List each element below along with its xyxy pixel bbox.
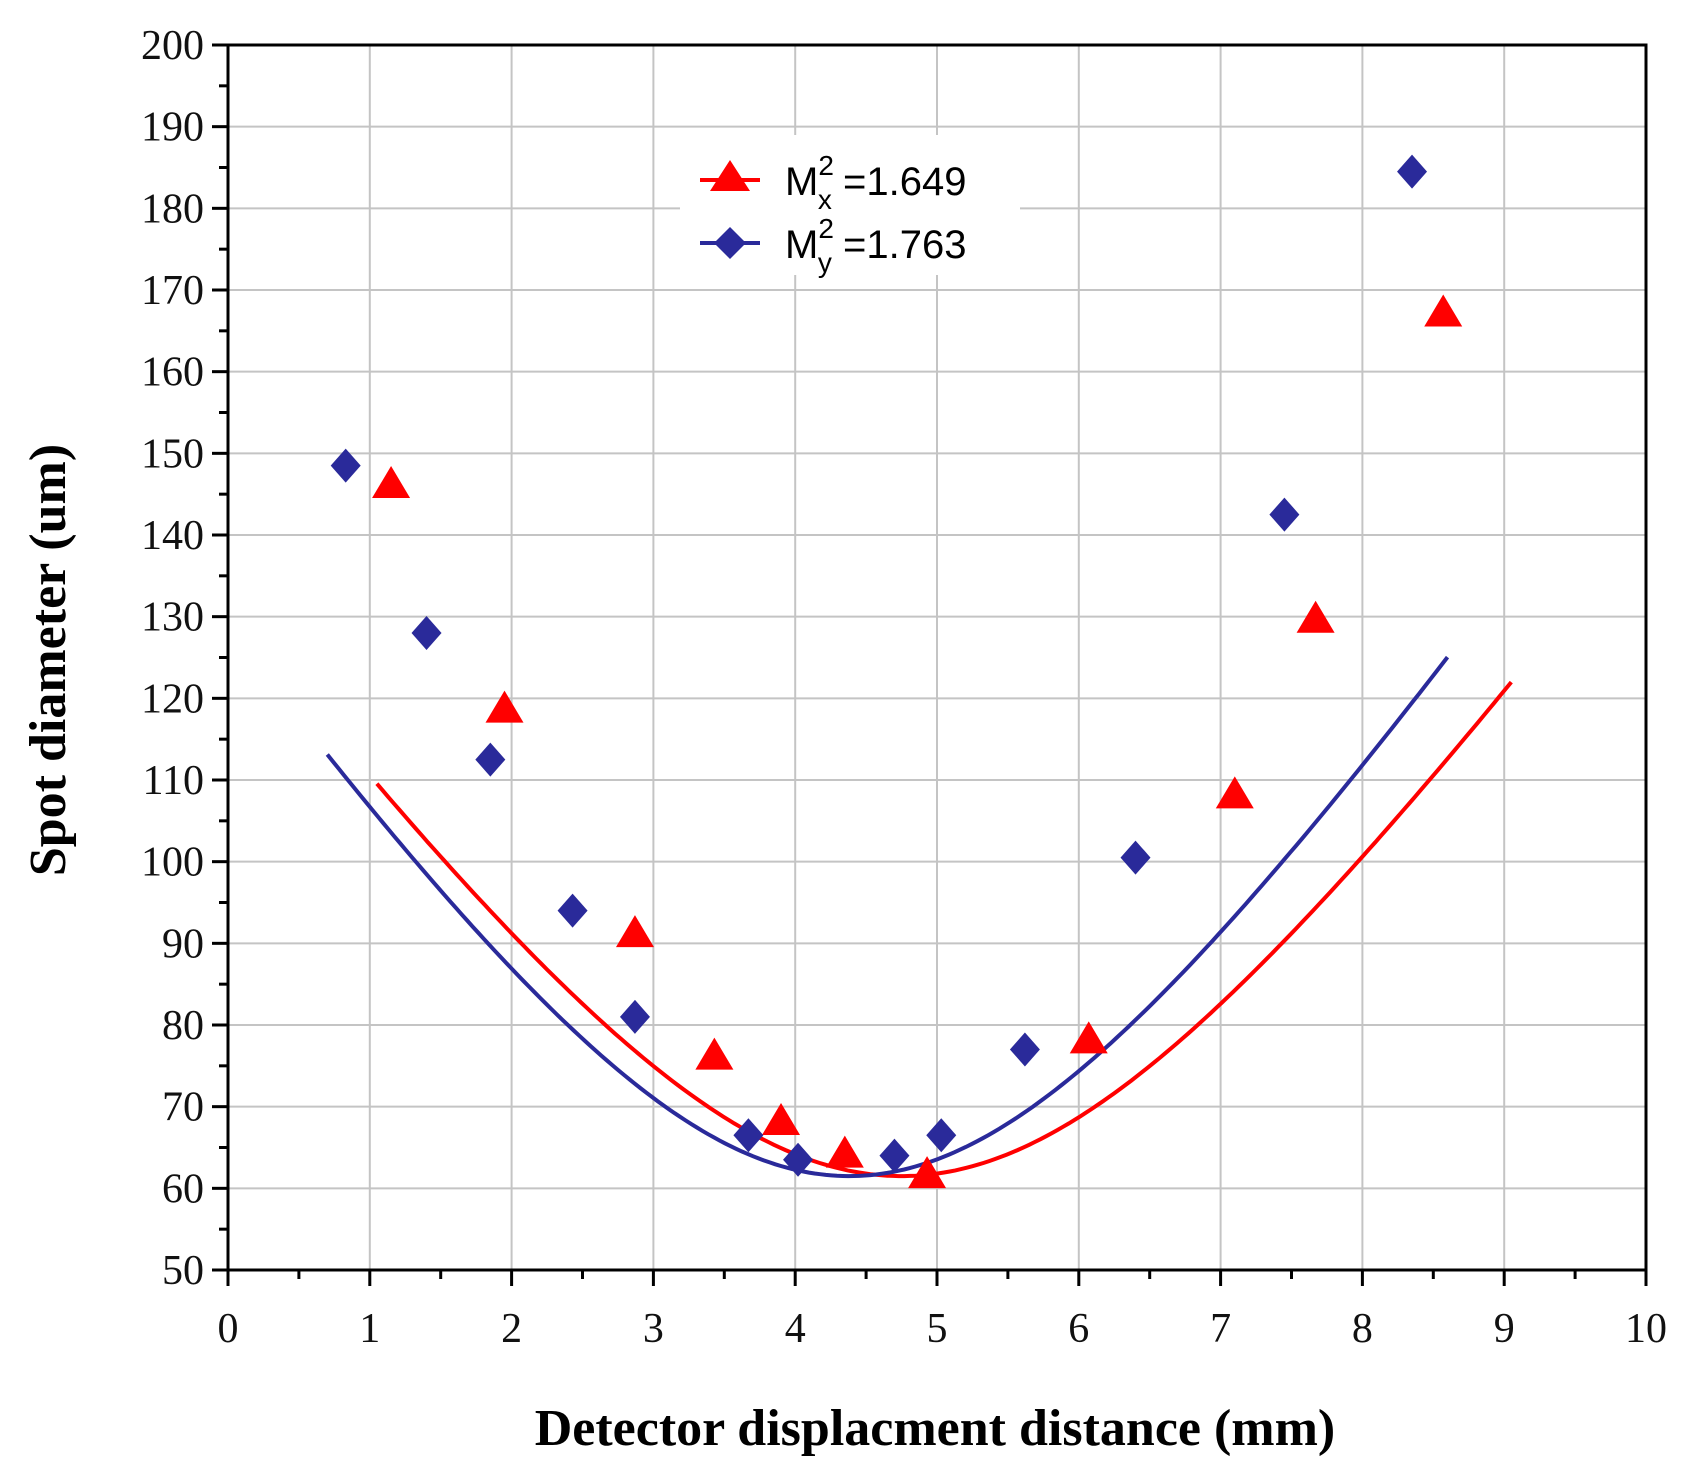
x-tick-label: 1 [359,1306,380,1352]
data-point-my [330,448,361,483]
y-tick-label: 170 [141,268,204,314]
legend-base-my: M [785,223,818,267]
ticks: 0 1 2 3 4 5 6 7 8 9 10 50 60 70 80 90 100 110 120 130 140 150… [141,23,1667,1352]
svg-text:M2x =1.649: M2 x =1.649 [785,150,966,215]
y-tick-label: 60 [162,1166,204,1212]
y-tick-label: 110 [143,758,204,804]
data-point-mx [1215,776,1254,809]
x-tick-label: 3 [643,1306,664,1352]
data-point-my [783,1142,814,1177]
x-tick-label: 10 [1625,1306,1667,1352]
data-point-mx [615,915,654,948]
x-tick-label: 7 [1210,1306,1231,1352]
data-point-my [1397,154,1428,189]
y-tick-label: 180 [141,186,204,232]
x-axis-title: Detector displacment distance (mm) [535,1400,1336,1457]
data-point-my [926,1118,957,1153]
data-point-mx [762,1103,801,1135]
x-tick-label: 8 [1352,1306,1373,1352]
y-axis-title: Spot diameter (um) [20,444,77,876]
data-point-mx [825,1135,864,1168]
legend-base-mx: M [785,160,818,204]
y-tick-label: 190 [141,105,204,151]
y-tick-label: 140 [141,513,204,559]
y-tick-label: 90 [162,921,204,967]
svg-text:M2y =1.763: M2 y =1.763 [785,213,966,278]
legend-sup-mx: 2 [818,150,834,181]
x-tick-label: 4 [785,1306,806,1352]
x-tick-label: 9 [1494,1306,1515,1352]
x-tick-label: 6 [1068,1306,1089,1352]
fit-curve-mx [375,680,1513,1179]
fit-curve-my [325,655,1450,1179]
fit-curves [325,655,1513,1179]
y-tick-label: 150 [141,431,204,477]
y-tick-label: 120 [141,676,204,722]
legend-value-my: =1.763 [832,223,967,267]
data-point-my [1009,1032,1040,1067]
grid [228,45,1646,1270]
data-point-my [1120,840,1151,875]
y-tick-label: 80 [162,1003,204,1049]
y-tick-label: 130 [141,595,204,641]
x-tick-label: 2 [501,1306,522,1352]
legend-sub-mx: x [818,184,832,215]
data-point-mx [372,466,411,498]
y-tick-label: 100 [141,840,204,886]
data-point-mx [485,690,524,723]
data-markers [330,154,1463,1189]
data-point-my [879,1138,910,1173]
y-tick-label: 50 [162,1248,204,1294]
data-point-mx [1069,1021,1108,1054]
x-tick-label: 5 [927,1306,948,1352]
y-tick-label: 160 [141,350,204,396]
y-tick-label: 70 [162,1085,204,1131]
legend: M2 x =1.649 M2 y =1.763 [680,135,1020,278]
data-point-my [733,1118,764,1153]
y-tick-label: 200 [141,23,204,69]
legend-sub-my: y [818,247,832,278]
data-point-my [619,999,650,1034]
data-point-mx [1296,600,1335,633]
data-point-mx [908,1156,947,1189]
data-point-my [411,616,442,650]
data-point-mx [1424,294,1463,327]
data-point-my [557,893,588,928]
legend-marker-mx [710,160,750,191]
data-point-my [1269,497,1300,532]
legend-entry-mx: M2 x =1.649 [700,150,966,215]
legend-marker-my [714,227,746,259]
legend-value-mx: =1.649 [832,160,967,204]
legend-entry-my: M2 y =1.763 [700,213,966,278]
data-point-mx [695,1037,734,1070]
legend-sup-my: 2 [818,213,834,244]
x-tick-label: 0 [218,1306,239,1352]
data-point-my [475,742,506,777]
